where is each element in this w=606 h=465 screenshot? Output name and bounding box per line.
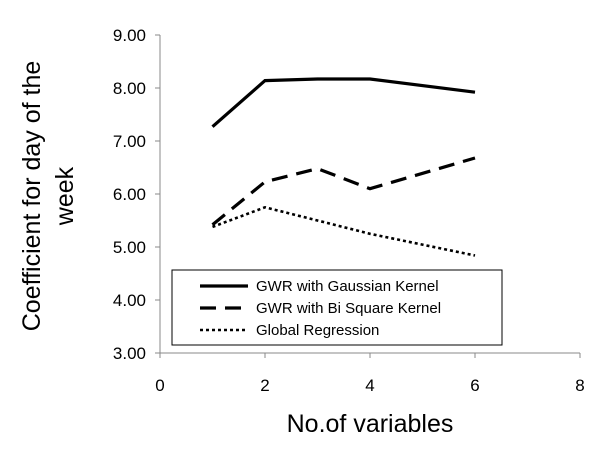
series-line-1 [213,79,476,127]
series-line-3 [213,207,476,255]
legend-label-3: Global Regression [256,322,379,339]
y-tick-label: 6.00 [113,185,146,204]
series-line-2 [213,158,476,225]
y-axis-title-line-2: week [51,166,79,226]
x-tick-label: 2 [260,376,269,395]
legend: GWR with Gaussian Kernel GWR with Bi Squa… [172,270,502,345]
x-tick-label: 6 [470,376,479,395]
y-tick-label: 3.00 [113,344,146,363]
x-tick-label: 4 [365,376,374,395]
legend-label-2: GWR with Bi Square Kernel [256,300,441,317]
x-tick-label: 8 [575,376,584,395]
y-axis-title: Coefficient for day of the week [18,61,79,332]
y-tick-label: 4.00 [113,291,146,310]
y-tick-label: 8.00 [113,79,146,98]
x-axis-title: No.of variables [287,410,454,438]
series-layer [212,79,475,256]
legend-label-1: GWR with Gaussian Kernel [256,278,439,295]
y-axis-title-line-1: Coefficient for day of the [18,61,46,332]
y-tick-label: 7.00 [113,132,146,151]
y-tick-label: 5.00 [113,238,146,257]
x-tick-label: 0 [155,376,164,395]
y-tick-label: 9.00 [113,26,146,45]
